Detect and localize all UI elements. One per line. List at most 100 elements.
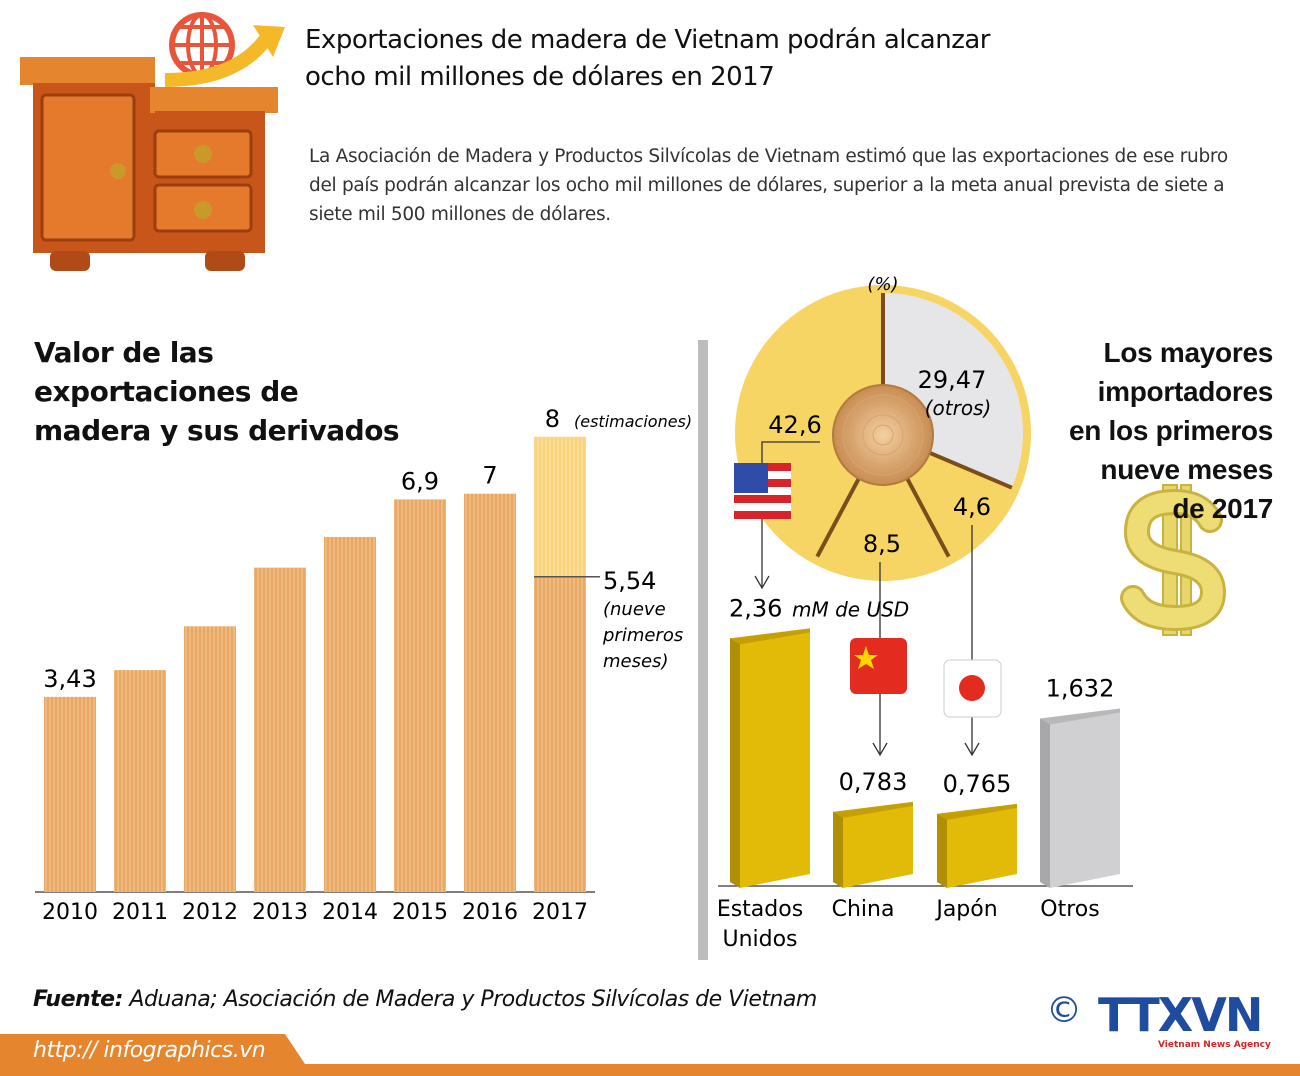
source-label: Fuente: <box>33 987 123 1012</box>
intro-text: La Asociación de Madera y Productos Silv… <box>309 146 1228 225</box>
page-title: Exportaciones de madera de Vietnam podrá… <box>305 22 990 96</box>
bar-value-label: 1,632 <box>1046 674 1115 702</box>
unit-label: (%) <box>867 274 898 295</box>
year-label: 2014 <box>322 900 378 925</box>
left-bar-chart: 3,43 2010 2011 2012 2013 2014 6,9 2015 7 2016 5,54… <box>35 405 692 925</box>
flag-stripe <box>734 495 791 503</box>
slice-label-japan: 4,6 <box>953 493 991 521</box>
bar-2012 <box>184 626 236 892</box>
bar-2017-estimate <box>534 436 586 577</box>
dollar-sign-icon <box>1120 484 1227 636</box>
category-label: Otros <box>1040 897 1099 922</box>
bar-value-label: 8 <box>545 405 560 433</box>
source-text: Aduana; Asociación de Madera y Productos… <box>122 987 817 1012</box>
title-line: de 2017 <box>1172 493 1273 524</box>
bar-top <box>833 801 913 818</box>
bar-Otros <box>1040 708 1120 888</box>
title-line: nueve meses <box>1100 454 1273 485</box>
bar-2015 <box>394 499 446 892</box>
title-line: importadores <box>1097 376 1274 407</box>
flag-stripe <box>734 511 791 519</box>
category-label: Japón <box>934 897 997 922</box>
bar-value-label: 6,9 <box>401 467 439 495</box>
bar-2010 <box>44 696 96 892</box>
title-line: madera y sus derivados <box>34 414 400 447</box>
bar-Estados-Unidos <box>730 628 810 888</box>
title-line: exportaciones de <box>34 375 299 408</box>
year-label: 2013 <box>252 900 308 925</box>
bar-side <box>1040 718 1050 888</box>
left-chart-title: Valor de las exportaciones de madera y s… <box>34 333 400 450</box>
year-label: 2017 <box>532 900 588 925</box>
bar-value-label: 3,43 <box>43 665 96 693</box>
year-label: 2012 <box>182 900 238 925</box>
log-icon <box>832 384 934 486</box>
arrow-icon <box>872 742 888 757</box>
category-label: Unidos <box>722 927 797 952</box>
title-line: Exportaciones de madera de Vietnam podrá… <box>305 25 990 55</box>
copyright-icon: © <box>1046 990 1082 1031</box>
logo-subtitle: Vietnam News Agency <box>1158 1040 1271 1050</box>
bar-2016 <box>464 493 516 892</box>
flag-star <box>854 646 878 669</box>
category-label: Estados <box>717 897 803 922</box>
slice-label-us: 42,6 <box>768 411 821 439</box>
slice-label-china: 8,5 <box>863 530 901 558</box>
china-flag-icon <box>850 638 907 694</box>
bar-2011 <box>114 670 166 892</box>
arrow-icon <box>964 742 980 757</box>
bar-value-label: 0,765 <box>943 770 1012 798</box>
year-label: 2010 <box>42 900 98 925</box>
log-ring <box>842 394 924 476</box>
category-label: China <box>832 897 895 922</box>
right-chart-title: Los mayores importadores en los primeros… <box>1069 333 1273 528</box>
flag-canton <box>734 463 768 493</box>
bar-value-label: 0,783 <box>839 768 908 796</box>
divider <box>698 340 708 960</box>
year-label: 2016 <box>462 900 518 925</box>
ttxvn-logo: TTXVN <box>1098 988 1263 1042</box>
bar-Japón <box>937 803 1017 888</box>
usa-flag-icon <box>734 463 791 519</box>
arrow-icon <box>754 575 770 590</box>
flag-bg <box>850 638 907 694</box>
bar-2013 <box>254 567 306 892</box>
title-line: en los primeros <box>1068 415 1273 446</box>
partial-value-label: 5,54 <box>603 567 656 595</box>
source-note: Fuente: Aduana; Asociación de Madera y P… <box>33 987 817 1012</box>
bar-value-label: 2,36 <box>729 594 782 622</box>
bar-top <box>730 628 810 645</box>
bar-top <box>1040 708 1120 725</box>
bar-2017-partial <box>534 576 586 892</box>
globe-arrow-icon <box>164 12 285 87</box>
cabinet-illustration <box>20 12 285 271</box>
title-line: Los mayores <box>1103 337 1274 368</box>
partial-note: primeros <box>602 625 683 646</box>
bar-side <box>937 813 947 888</box>
slice-note-otros: (otros) <box>925 396 992 420</box>
bar-side <box>730 638 740 888</box>
partial-note: (nueve <box>603 599 666 620</box>
website-link[interactable]: http:// infographics.vn <box>33 1038 266 1063</box>
japan-flag-icon <box>943 659 1002 718</box>
bar-value-label: 7 <box>482 462 497 490</box>
log-ring <box>852 404 914 466</box>
title-line: Valor de las <box>34 336 214 369</box>
year-label: 2015 <box>392 900 448 925</box>
footer-bar <box>0 1034 1300 1076</box>
bar-China <box>833 801 913 888</box>
bar-side <box>833 811 843 888</box>
unit-label: mM de USD <box>792 597 909 621</box>
year-label: 2011 <box>112 900 168 925</box>
partial-note: meses) <box>603 651 668 672</box>
bar-top <box>937 803 1017 820</box>
flag-sun <box>959 675 985 701</box>
bar-2014 <box>324 536 376 892</box>
title-line: ocho mil millones de dólares en 2017 <box>305 62 775 92</box>
log-ring <box>872 424 894 446</box>
pie-chart: (%) 42,6 29,47(otros) 8,5 4,6 <box>734 274 1031 757</box>
right-bar-chart: 2,36 Estados Unidos 0,783 China 0,765 Japón 1,6… <box>717 594 1133 952</box>
slice-label-otros: 29,47 <box>918 366 987 394</box>
